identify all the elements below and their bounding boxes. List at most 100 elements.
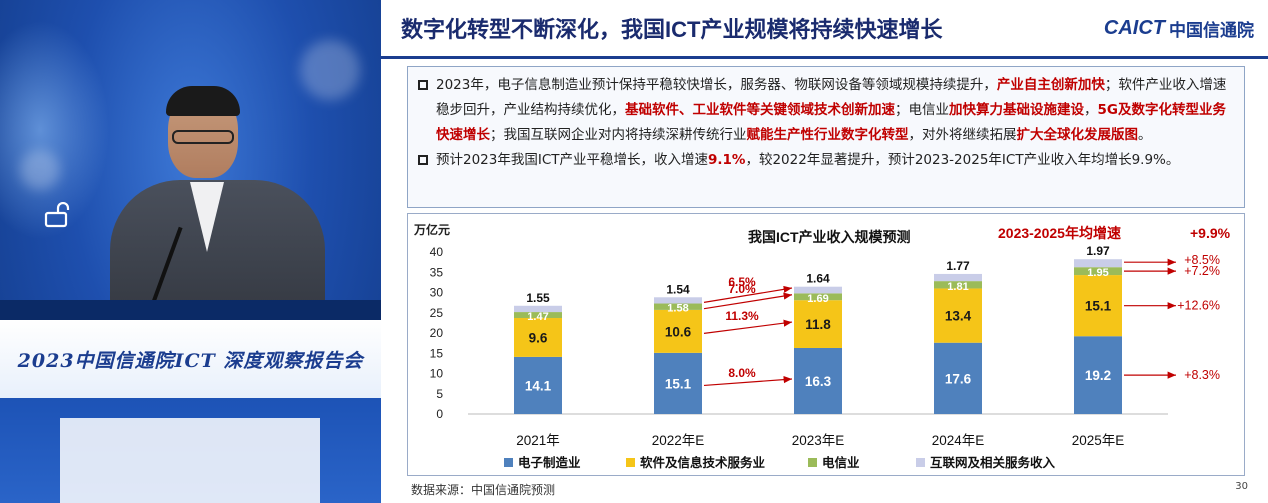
body-text: ；电信业 <box>895 102 949 118</box>
event-banner-text: 2023中国信通院ICT 深度观察报告会 <box>17 349 364 372</box>
highlight-text: 5G及数字化转型业务快速增长 <box>436 102 1226 143</box>
body-text: 2023年，电子信息制造业预计保持平稳较快增长，服务器、物联网设备等领域规模持续… <box>436 77 997 93</box>
bar-segment <box>654 309 702 353</box>
x-category-label: 2025年E <box>1072 433 1125 448</box>
legend-label: 电信业 <box>822 455 860 470</box>
stage-light <box>0 20 110 240</box>
highlight-text: 扩大全球化发展版图 <box>1016 127 1139 143</box>
y-tick-label: 0 <box>436 407 443 421</box>
bar-segment <box>654 303 702 310</box>
body-text: ， <box>1084 102 1098 118</box>
event-banner: 2023中国信通院ICT 深度观察报告会 <box>0 320 381 398</box>
summary-box: 2023年，电子信息制造业预计保持平稳较快增长，服务器、物联网设备等领域规模持续… <box>407 66 1245 208</box>
bar-segment <box>794 286 842 294</box>
body-text: ，较2022年显著提升，预计2023-2025年ICT产业收入年均增长9.9%。 <box>745 152 1180 168</box>
summary-paragraph-1: 2023年，电子信息制造业预计保持平稳较快增长，服务器、物联网设备等领域规模持续… <box>418 73 1234 148</box>
data-source: 数据来源：中国信通院预测 <box>411 483 556 497</box>
cagr-rate-label: +8.5% <box>1184 253 1220 267</box>
y-tick-label: 40 <box>430 245 444 259</box>
summary-paragraph-2: 预计2023年我国ICT产业平稳增长，收入增速9.1%，较2022年显著提升，预… <box>418 148 1234 173</box>
growth-arrow <box>703 285 793 303</box>
bar-value-label: 9.6 <box>529 330 548 345</box>
body-text: ；我国互联网企业对内将持续深耕传统行业 <box>490 127 747 143</box>
bar-value-label: 15.1 <box>1085 299 1112 314</box>
ict-revenue-chart: 0 5 10 15 20 25 30 35 40 万亿元 我国ICT产业收入规模预测 2023-202… <box>413 222 1231 470</box>
bar-segment <box>514 356 562 414</box>
bar-segment <box>514 318 562 357</box>
cagr-rate-label: +12.6% <box>1177 299 1220 313</box>
y-tick-label: 25 <box>430 306 444 320</box>
highlight-text: 产业自主创新加快 <box>996 77 1105 93</box>
x-category-label: 2024年E <box>932 433 985 448</box>
bar-segment <box>654 297 702 304</box>
growth-rate-label: 7.0% <box>728 282 756 296</box>
x-category-label: 2022年E <box>652 433 705 448</box>
brand-en: CAICT <box>1103 17 1165 39</box>
y-tick-label: 35 <box>430 265 444 279</box>
bar-value-label: 1.95 <box>1087 267 1108 279</box>
bar-segment <box>1074 267 1122 276</box>
body-text: 。 <box>1138 127 1152 143</box>
body-text: ；软件产业收入增速稳步回升，产业结构持续优化， <box>436 77 1227 118</box>
bar-value-label: 1.69 <box>807 293 828 305</box>
cagr-rate-label: +7.2% <box>1184 264 1220 278</box>
bar-segment <box>1074 336 1122 414</box>
y-tick-label: 20 <box>430 326 444 340</box>
legend-swatch <box>808 458 817 467</box>
square-bullet-icon <box>418 155 428 165</box>
bar-value-label: 15.1 <box>665 376 692 391</box>
bar-segment <box>1074 275 1122 337</box>
legend-swatch <box>504 458 513 467</box>
bar-value-label: 1.55 <box>526 291 550 305</box>
cagr-title: 2023-2025年均增速 <box>998 225 1121 241</box>
y-tick-label: 15 <box>430 346 444 360</box>
x-category-label: 2021年 <box>516 433 560 448</box>
bar-segment <box>794 293 842 301</box>
y-tick-label: 30 <box>430 286 444 300</box>
bar-segment <box>514 312 562 319</box>
podium-top <box>0 300 381 322</box>
bar-segment <box>514 305 562 313</box>
bar-segment <box>654 352 702 414</box>
bar-value-label: 16.3 <box>805 374 832 389</box>
presentation-slide: 数字化转型不断深化，我国ICT产业规模将持续快速增长 CAICT 中国信通院 2… <box>381 0 1268 503</box>
bar-value-label: 1.54 <box>666 282 690 296</box>
bar-value-label: 1.64 <box>806 272 830 286</box>
podium-body <box>0 398 381 503</box>
bar-segment <box>934 273 982 282</box>
bar-value-label: 1.97 <box>1086 244 1110 258</box>
page-number: 30 <box>1235 481 1248 492</box>
legend-label: 软件及信息技术服务业 <box>640 455 766 470</box>
bar-value-label: 13.4 <box>945 309 972 324</box>
y-tick-label: 5 <box>436 387 443 401</box>
growth-arrow <box>703 376 793 387</box>
bar-value-label: 1.47 <box>527 311 548 323</box>
stage-light <box>300 40 360 100</box>
title-divider <box>381 56 1268 59</box>
legend-swatch <box>626 458 635 467</box>
square-bullet-icon <box>418 80 428 90</box>
speaker-video: 2023中国信通院ICT 深度观察报告会 <box>0 0 381 503</box>
brand-cn: 中国信通院 <box>1169 21 1254 40</box>
x-category-label: 2023年E <box>792 433 845 448</box>
y-axis-unit: 万亿元 <box>413 222 450 237</box>
bar-value-label: 1.77 <box>946 259 970 273</box>
bar-segment <box>934 342 982 414</box>
legend-label: 电子制造业 <box>518 455 581 470</box>
caict-logo: CAICT 中国信通院 <box>1104 16 1254 41</box>
body-text: ，对外将继续拓展 <box>908 127 1017 143</box>
unlock-icon[interactable] <box>44 202 72 228</box>
highlight-text: 9.1% <box>708 152 746 168</box>
legend-label: 互联网及相关服务收入 <box>930 455 1056 470</box>
body-text: 预计2023年我国ICT产业平稳增长，收入增速 <box>436 152 709 168</box>
legend-swatch <box>916 458 925 467</box>
bar-value-label: 17.6 <box>945 371 972 386</box>
stage-light <box>20 150 60 190</box>
highlight-text: 加快算力基础设施建设 <box>949 102 1084 118</box>
growth-arrow <box>703 319 793 334</box>
chart-title: 我国ICT产业收入规模预测 <box>748 229 911 245</box>
bar-segment <box>794 300 842 348</box>
cagr-value: +9.9% <box>1190 225 1231 241</box>
bar-segment <box>1074 259 1122 268</box>
growth-arrow <box>703 292 793 310</box>
